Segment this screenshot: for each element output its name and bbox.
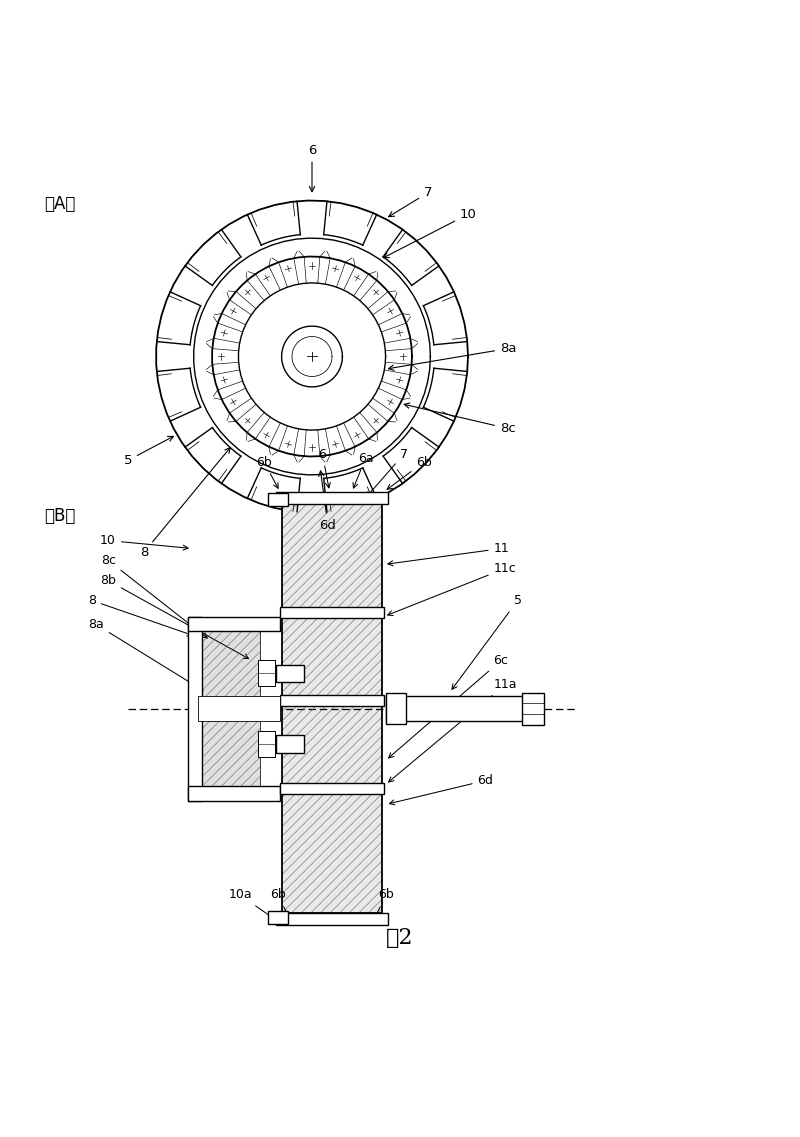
Bar — [268, 493, 288, 506]
Text: 5: 5 — [123, 437, 174, 467]
Text: 8c: 8c — [404, 402, 516, 435]
Text: 6c: 6c — [389, 654, 509, 758]
Text: 7: 7 — [366, 448, 408, 497]
Bar — [276, 913, 388, 926]
Text: 6b: 6b — [374, 888, 394, 920]
Text: 10a: 10a — [228, 888, 277, 921]
Bar — [202, 631, 260, 786]
Text: 6a: 6a — [353, 451, 374, 488]
Text: 7: 7 — [389, 186, 433, 217]
Bar — [280, 607, 384, 619]
Text: 6: 6 — [318, 448, 330, 488]
Text: 10: 10 — [383, 208, 477, 258]
Text: 8: 8 — [140, 448, 230, 559]
Bar — [276, 664, 304, 682]
Bar — [188, 616, 280, 631]
Text: 图2: 图2 — [386, 927, 414, 949]
Bar — [258, 661, 275, 686]
Bar — [280, 783, 384, 794]
Bar — [282, 505, 382, 913]
Text: （B）: （B） — [44, 507, 75, 525]
Bar — [198, 696, 280, 721]
Text: 6a: 6a — [306, 913, 328, 926]
Bar — [276, 735, 304, 753]
Text: 6d: 6d — [390, 774, 494, 805]
Text: 11c: 11c — [388, 562, 516, 615]
Text: 6b: 6b — [256, 456, 278, 488]
Bar — [280, 695, 384, 706]
Text: （A）: （A） — [44, 196, 75, 214]
Text: 6b: 6b — [387, 456, 432, 489]
Bar — [276, 491, 388, 505]
Text: 11: 11 — [388, 542, 510, 566]
Text: 8b: 8b — [100, 574, 249, 658]
Bar — [386, 694, 406, 723]
Bar — [202, 631, 260, 786]
Text: 6d: 6d — [318, 471, 337, 532]
Bar — [188, 616, 202, 800]
Text: 8a: 8a — [88, 619, 203, 690]
Bar — [522, 692, 544, 724]
Text: 11a: 11a — [389, 678, 517, 782]
Text: 5: 5 — [452, 594, 522, 689]
Text: 6c: 6c — [353, 913, 367, 926]
Text: 8: 8 — [88, 594, 192, 636]
Text: 6: 6 — [308, 143, 316, 192]
Text: 10: 10 — [100, 534, 188, 550]
Bar — [386, 696, 526, 721]
Text: 6b: 6b — [270, 888, 290, 920]
Bar — [282, 505, 382, 913]
Bar — [268, 911, 288, 923]
Text: 8c: 8c — [101, 554, 207, 638]
Text: 8a: 8a — [389, 342, 517, 371]
Bar — [188, 786, 280, 800]
Bar — [258, 731, 275, 756]
